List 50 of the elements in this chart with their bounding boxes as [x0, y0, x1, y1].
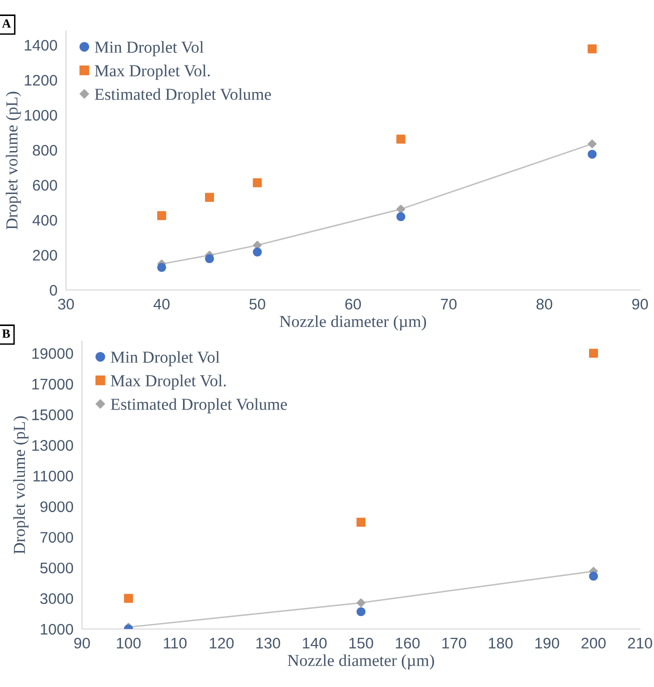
x-tick-label: 100 — [116, 638, 141, 649]
y-tick-label: 5000 — [40, 562, 74, 574]
text: B — [2, 329, 10, 338]
y-axis-title: Droplet volume (pL) — [6, 92, 21, 230]
y-tick-label: 3000 — [40, 593, 74, 604]
legend-label: Max Droplet Vol. — [94, 64, 210, 80]
x-tick-label: 50 — [249, 298, 266, 310]
x-tick-label: 190 — [535, 638, 560, 649]
y-tick-label: 13000 — [32, 440, 74, 451]
y-tick-label: 400 — [32, 214, 58, 226]
y-tick-label: 200 — [32, 250, 58, 261]
x-tick-label: 160 — [396, 638, 420, 649]
x-tick-label: 90 — [74, 638, 90, 649]
text: A — [2, 19, 11, 28]
x-tick-label: 170 — [442, 638, 466, 649]
y-tick-label: 1000 — [24, 110, 58, 121]
x-tick-label: 70 — [440, 298, 457, 310]
legend-label: Estimated Droplet Volume — [94, 88, 271, 104]
x-tick-label: 80 — [536, 298, 552, 310]
x-tick-label: 150 — [349, 638, 374, 649]
y-tick-label: 0 — [50, 284, 58, 296]
x-tick-label: 180 — [488, 638, 513, 649]
y-tick-label: 11000 — [33, 470, 74, 482]
x-tick-label: 40 — [154, 298, 170, 310]
y-tick-label: 800 — [32, 144, 58, 156]
legend-label: Estimated Droplet Volume — [110, 398, 287, 414]
y-tick-label: 9000 — [40, 501, 74, 512]
x-tick-label: 90 — [632, 298, 648, 310]
x-tick-label: 110 — [164, 638, 187, 649]
y-axis-title: Droplet volume (pL) — [13, 416, 28, 554]
x-tick-label: 200 — [582, 638, 606, 649]
legend-label: Max Droplet Vol. — [110, 374, 226, 390]
x-tick-label: 60 — [345, 298, 361, 310]
x-tick-label: 120 — [210, 638, 234, 649]
y-tick-label: 7000 — [40, 532, 74, 543]
x-tick-label: 140 — [302, 638, 327, 649]
y-tick-label: 15000 — [32, 409, 74, 420]
y-tick-label: 1200 — [24, 74, 58, 86]
x-axis-title: Nozzle diameter (µm) — [288, 654, 434, 670]
legend-label: Min Droplet Vol — [94, 41, 204, 56]
y-tick-label: 17000 — [32, 378, 74, 390]
x-axis-title: Nozzle diameter (µm) — [280, 315, 426, 330]
legend-label: Min Droplet Vol — [110, 351, 220, 366]
x-tick-label: 30 — [58, 298, 74, 310]
y-tick-label: 1400 — [24, 40, 58, 51]
y-tick-label: 19000 — [32, 348, 74, 359]
x-tick-label: 210 — [628, 638, 652, 649]
y-tick-label: 600 — [32, 180, 58, 191]
x-tick-label: 130 — [256, 638, 280, 649]
y-tick-label: 1000 — [40, 624, 74, 635]
